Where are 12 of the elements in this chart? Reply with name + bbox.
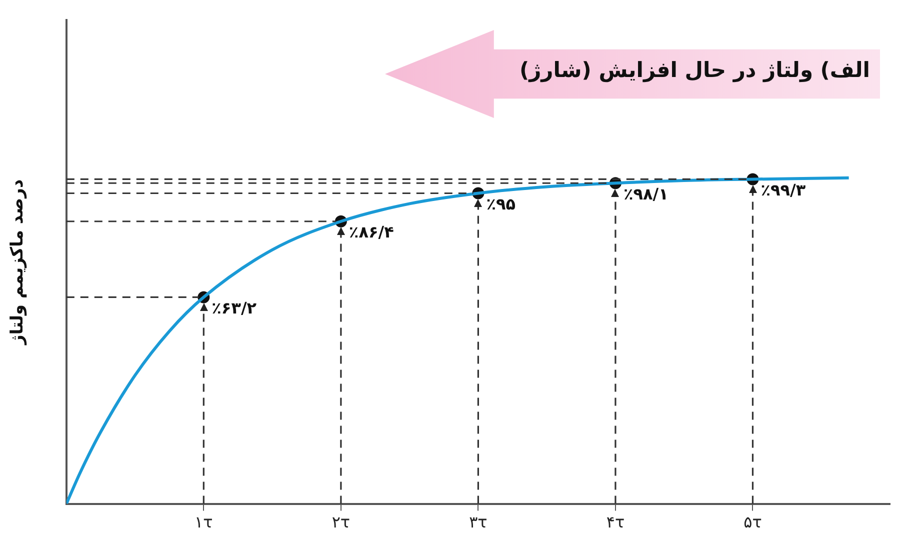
x-tick-label: ۱τ xyxy=(194,512,213,532)
data-label: ٪۸۶/۴ xyxy=(348,222,394,242)
x-tick-label: ۴τ xyxy=(606,512,625,532)
x-tick-label: ۳τ xyxy=(469,512,488,532)
data-label: ٪۶۳/۲ xyxy=(212,298,257,318)
data-label: ٪۹۸/۱ xyxy=(623,184,668,204)
y-axis-title: درصد ماکزیمم ولتاژ xyxy=(8,179,28,346)
data-label: ٪۹۵ xyxy=(486,194,516,214)
x-tick-label: ۵τ xyxy=(744,512,762,532)
text: الف) ولتاژ در حال افزایش (شارژ) xyxy=(519,58,870,82)
data-label: ٪۹۹/۳ xyxy=(760,180,806,200)
x-tick-label: ۲τ xyxy=(332,512,350,532)
